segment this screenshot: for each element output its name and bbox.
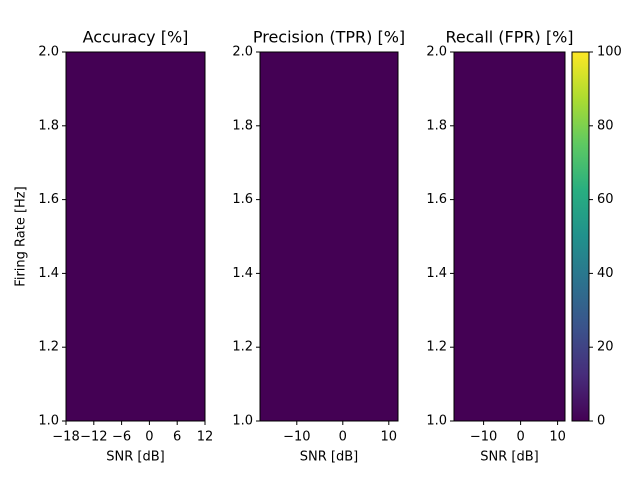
x-tick-label: 0 — [516, 430, 524, 445]
panel-title: Precision (TPR) [%] — [253, 28, 405, 47]
colorbar-tick-label: 40 — [597, 266, 614, 281]
colorbar-tick-label: 80 — [597, 118, 614, 133]
y-tick-label: 1.4 — [38, 266, 59, 281]
colorbar — [571, 51, 590, 422]
y-tick-label: 1.6 — [232, 192, 253, 207]
x-tick-label: −18 — [52, 430, 79, 445]
colorbar-tick-label: 60 — [597, 192, 614, 207]
x-tick-label: 0 — [339, 430, 347, 445]
y-tick-label: 1.4 — [426, 266, 447, 281]
y-tick-label: 2.0 — [38, 45, 59, 60]
x-axis-label: SNR [dB] — [106, 450, 164, 465]
y-tick-label: 1.4 — [232, 266, 253, 281]
x-axis-label: SNR [dB] — [300, 450, 358, 465]
colorbar-tick-label: 100 — [597, 45, 622, 60]
x-tick-label: −10 — [283, 430, 310, 445]
plot-frame — [453, 51, 566, 422]
y-axis-label: Firing Rate [Hz] — [14, 186, 29, 286]
x-tick-label: 12 — [197, 430, 214, 445]
x-tick-label: −10 — [470, 430, 497, 445]
y-tick-label: 1.8 — [426, 118, 447, 133]
y-tick-label: 1.6 — [426, 192, 447, 207]
y-tick-label: 2.0 — [232, 45, 253, 60]
heatmap-cell — [66, 52, 205, 421]
x-tick-label: −12 — [80, 430, 107, 445]
x-tick-label: 0 — [145, 430, 153, 445]
x-tick-label: 10 — [381, 430, 398, 445]
y-tick-label: 1.2 — [426, 340, 447, 355]
y-tick-label: 1.2 — [232, 340, 253, 355]
y-tick-label: 2.0 — [426, 45, 447, 60]
plot-frame — [65, 51, 206, 422]
colorbar-tick-label: 20 — [597, 340, 614, 355]
x-axis-label: SNR [dB] — [480, 450, 538, 465]
y-tick-label: 1.0 — [426, 414, 447, 429]
x-tick-label: 6 — [173, 430, 181, 445]
heatmap-cell — [260, 52, 398, 421]
y-tick-label: 1.0 — [232, 414, 253, 429]
panel-title: Recall (FPR) [%] — [445, 28, 573, 47]
heatmap-cell — [454, 52, 565, 421]
y-tick-label: 1.2 — [38, 340, 59, 355]
y-tick-label: 1.8 — [38, 118, 59, 133]
x-tick-label: −6 — [112, 430, 131, 445]
x-tick-label: 10 — [549, 430, 566, 445]
y-tick-label: 1.0 — [38, 414, 59, 429]
panel-title: Accuracy [%] — [83, 28, 189, 47]
colorbar-tick-label: 0 — [597, 414, 605, 429]
y-tick-label: 1.8 — [232, 118, 253, 133]
y-tick-label: 1.6 — [38, 192, 59, 207]
plot-frame — [259, 51, 399, 422]
